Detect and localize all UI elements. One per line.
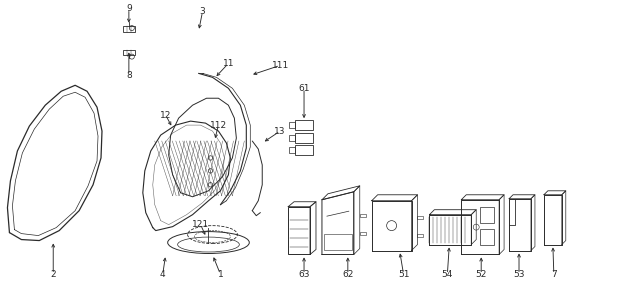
Text: 51: 51	[398, 270, 409, 279]
Text: 7: 7	[551, 270, 557, 279]
Bar	[417, 216, 424, 219]
Text: 1: 1	[217, 270, 223, 279]
Text: 13: 13	[274, 127, 286, 136]
Text: 2: 2	[50, 270, 56, 279]
Text: 54: 54	[442, 270, 453, 279]
Text: 53: 53	[513, 270, 525, 279]
Text: 12: 12	[160, 111, 171, 120]
Bar	[295, 145, 313, 155]
Bar	[417, 234, 424, 236]
Text: 63: 63	[298, 270, 310, 279]
Bar	[289, 122, 295, 128]
Text: 9: 9	[126, 4, 131, 13]
Bar	[480, 229, 494, 245]
Bar	[289, 134, 295, 141]
Text: 112: 112	[210, 121, 227, 130]
Text: 4: 4	[160, 270, 166, 279]
Bar	[359, 214, 366, 217]
Text: 121: 121	[192, 220, 209, 229]
Bar	[123, 26, 135, 32]
Text: 52: 52	[475, 270, 487, 279]
Bar	[480, 207, 494, 223]
Bar	[289, 147, 295, 153]
Text: 111: 111	[272, 61, 289, 70]
Text: 8: 8	[126, 71, 131, 80]
Bar	[359, 231, 366, 235]
Text: 3: 3	[199, 7, 206, 16]
Bar	[288, 207, 310, 255]
Bar	[123, 50, 135, 55]
Text: 11: 11	[222, 59, 234, 68]
Text: 61: 61	[298, 84, 310, 93]
Bar	[324, 234, 352, 250]
Bar	[295, 120, 313, 130]
Text: 62: 62	[342, 270, 353, 279]
Bar	[295, 132, 313, 142]
